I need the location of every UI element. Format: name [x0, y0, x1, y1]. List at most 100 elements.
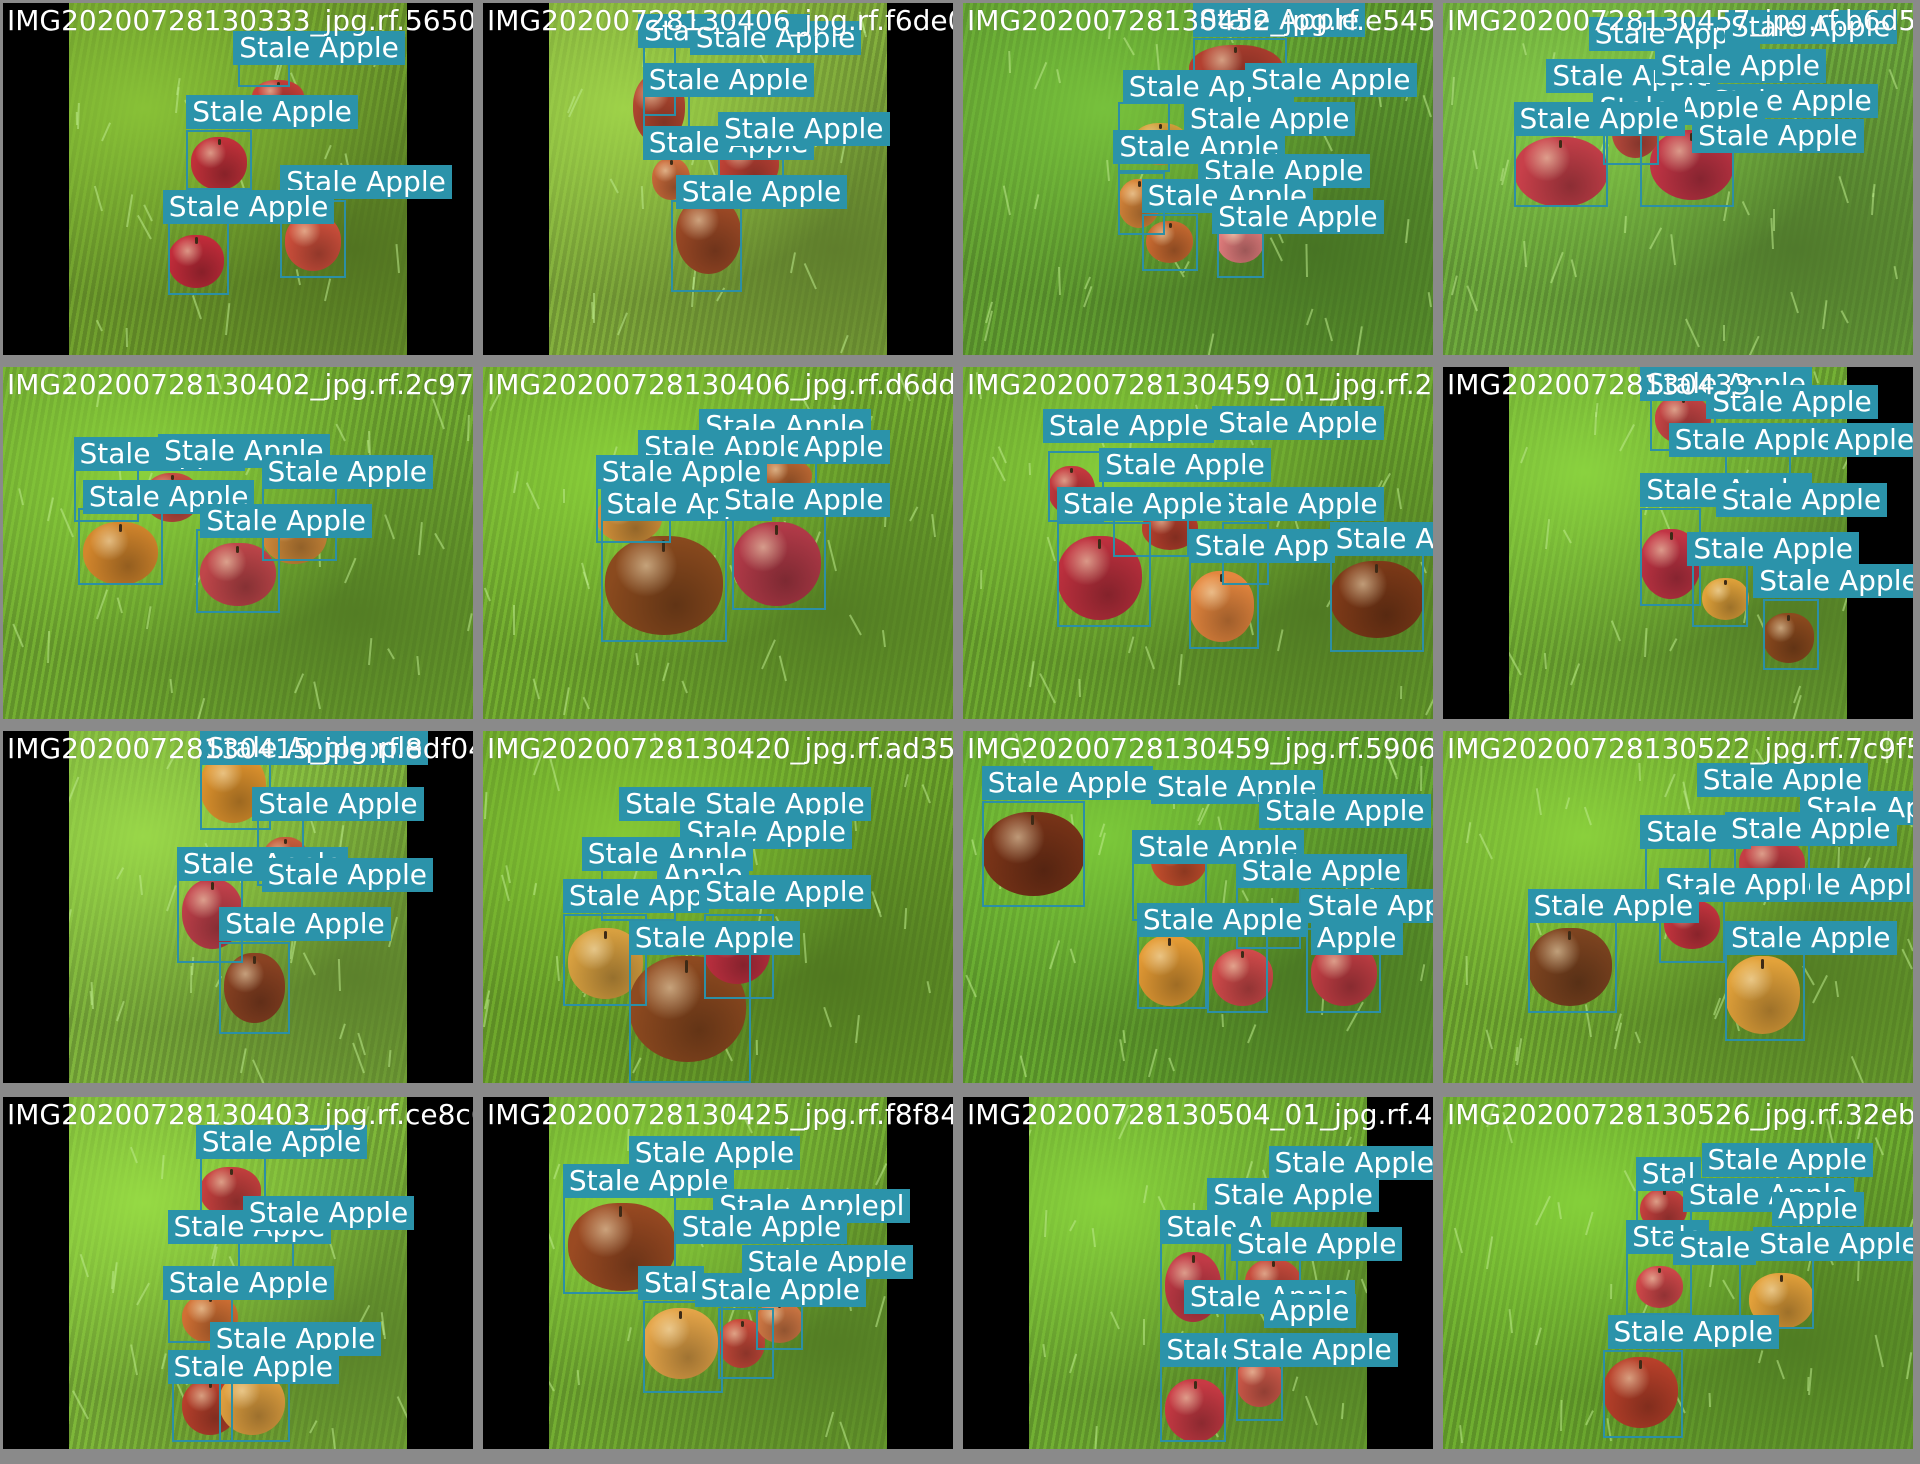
detection-label: Stale Apple: [1212, 405, 1384, 440]
grass-blade: [75, 111, 78, 126]
grass-blade: [532, 678, 540, 700]
grass-blade: [252, 1059, 267, 1083]
bounding-box: [718, 1308, 775, 1379]
grass-blade: [1459, 1424, 1463, 1444]
grass-blade: [395, 244, 400, 274]
detection-label: Stale Apple: [1654, 48, 1827, 83]
grass-blade: [1813, 371, 1819, 384]
grass-blade: [240, 1048, 247, 1074]
apple: [1212, 949, 1274, 1006]
apple-stem: [1097, 539, 1101, 550]
grass-blade: [1871, 192, 1875, 216]
grass-blade: [1422, 94, 1432, 118]
grass-blade: [1094, 1425, 1098, 1449]
grass-blade: [553, 1163, 561, 1180]
grass-blade: [143, 204, 153, 222]
grass-blade: [130, 1344, 138, 1376]
grass-blade: [855, 1015, 860, 1044]
grass-blade: [1610, 620, 1621, 642]
grass-blade: [1619, 424, 1635, 452]
detection-label: Apple: [1263, 1294, 1356, 1329]
grass-blade: [166, 885, 177, 912]
grass-blade: [1638, 762, 1641, 782]
apple-stem: [1662, 1190, 1666, 1196]
grass-blade: [1034, 194, 1040, 210]
bounding-box: [1329, 550, 1424, 653]
grass-blade: [790, 252, 796, 274]
apple-stem: [1272, 1260, 1276, 1267]
apple: [642, 1308, 718, 1379]
grass-blade: [484, 791, 488, 820]
grass-blade: [1741, 200, 1750, 216]
grass-blade: [359, 1304, 371, 1324]
apple-stem: [218, 138, 222, 146]
apple-stem: [194, 237, 198, 244]
grass-blade: [388, 1049, 392, 1068]
grass-blade: [125, 327, 128, 348]
grass-blade: [1901, 948, 1913, 970]
apple-stem: [1194, 1381, 1198, 1389]
grass-blade: [755, 1039, 758, 1056]
image-filename: IMG20200728130504_01_jpg.rf.4b5b38: [967, 1098, 1433, 1131]
grass-blade: [617, 312, 628, 336]
grass-blade: [1790, 291, 1799, 314]
bounding-box: [1160, 1364, 1227, 1442]
grass-blade: [802, 933, 807, 964]
bounding-box: [981, 801, 1086, 907]
grass-blade: [59, 508, 74, 538]
bounding-box: [671, 200, 742, 292]
grass-blade: [825, 1411, 835, 1438]
bounding-box: [219, 942, 290, 1034]
grass-blade: [1044, 1209, 1048, 1238]
grass-blade: [1029, 661, 1035, 688]
grass-blade: [1123, 37, 1135, 56]
grass-blade: [79, 1253, 89, 1278]
letterbox-pad: [483, 1097, 549, 1449]
grass-blade: [416, 655, 420, 676]
apple: [1762, 613, 1815, 663]
image-tile: Stale Apple Stal Stale Apple Apple Stale Stal…: [1443, 1097, 1913, 1449]
grass-blade: [563, 687, 570, 716]
grass-blade: [1110, 1311, 1120, 1330]
grass-blade: [1562, 529, 1572, 544]
grass-blade: [921, 784, 931, 804]
apple-stem: [253, 955, 257, 964]
apple-stem: [229, 1169, 233, 1176]
apple: [1513, 136, 1608, 208]
apple-stem: [1070, 467, 1074, 474]
detection-label: Stale Apple: [1715, 483, 1888, 518]
apple-stem: [1780, 1275, 1784, 1282]
detection-label: Stale Apple: [699, 875, 871, 910]
grass-blade: [576, 1369, 580, 1386]
grass-blade: [1560, 1399, 1563, 1432]
grass-blade: [1520, 446, 1529, 464]
detection-label: Stale Apple: [200, 731, 372, 765]
grass-blade: [126, 194, 134, 228]
grass-blade: [96, 589, 109, 620]
grass-blade: [67, 776, 80, 804]
grass-blade: [555, 956, 560, 982]
grass-blade: [1708, 1392, 1711, 1408]
detection-label: Stale Apple: [1692, 119, 1864, 154]
grass-blade: [483, 587, 491, 602]
apple-stem: [1159, 124, 1163, 130]
grass-blade: [681, 680, 688, 694]
grass-blade: [1684, 318, 1700, 348]
grass-blade: [1292, 1376, 1299, 1392]
image-tile: Stale Apple Stale Apple Stale Apple Apple St…: [1443, 367, 1913, 719]
grass-blade: [1748, 335, 1760, 355]
grass-blade: [344, 557, 357, 584]
grass-blade: [1834, 981, 1839, 998]
grass-blade: [840, 334, 849, 354]
apple-stem: [661, 539, 665, 552]
detection-label: Stale Apple: [242, 1195, 415, 1230]
grass-blade: [1069, 948, 1076, 964]
grass-blade: [1758, 1350, 1764, 1364]
apple-stem: [1374, 563, 1378, 573]
grass-blade: [1570, 663, 1581, 686]
detection-label: Stale Apple: [1527, 889, 1700, 924]
apple-stem: [1761, 959, 1765, 969]
